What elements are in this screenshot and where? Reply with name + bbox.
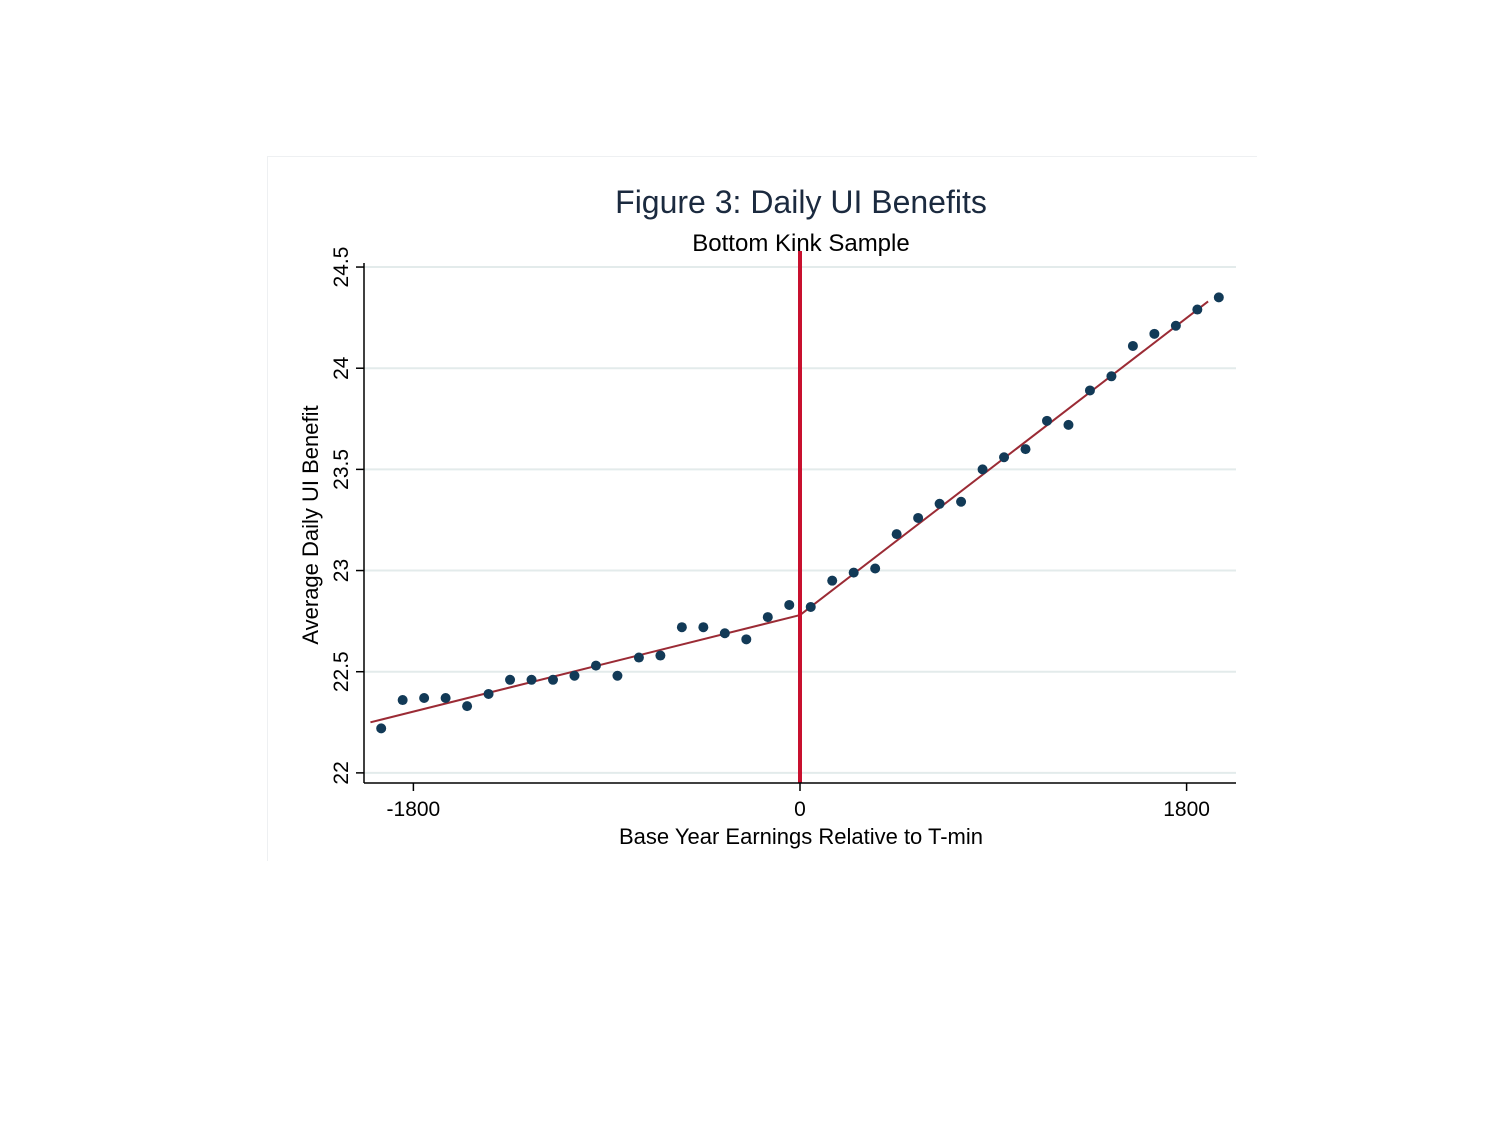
chart: Figure 3: Daily UI Benefits Bottom Kink …: [298, 184, 1236, 849]
y-tick-label-1: 22.5: [330, 651, 353, 692]
tick-labels: 22 22.5 23 23.5 24 24.5 -1800 0 1800: [330, 247, 1210, 821]
data-point-30: [1020, 444, 1031, 455]
data-point-18: [762, 612, 773, 623]
data-point-14: [676, 622, 687, 633]
data-point-11: [612, 670, 623, 681]
fit-lines: [370, 300, 1209, 724]
data-point-16: [719, 628, 730, 639]
data-point-15: [698, 622, 709, 633]
data-point-37: [1170, 320, 1181, 331]
data-point-21: [827, 575, 838, 586]
y-tick-label-0: 22: [330, 761, 353, 784]
data-point-33: [1084, 385, 1095, 396]
figure-panel: Figure 3: Daily UI Benefits Bottom Kink …: [267, 156, 1257, 861]
data-point-12: [633, 652, 644, 663]
data-point-9: [569, 670, 580, 681]
data-point-25: [913, 512, 924, 523]
data-point-29: [999, 452, 1010, 463]
data-point-5: [483, 688, 494, 699]
data-point-24: [891, 529, 902, 540]
data-point-4: [462, 701, 473, 712]
data-point-6: [505, 674, 516, 685]
data-point-17: [741, 634, 752, 645]
y-tick-label-2: 23: [330, 559, 353, 582]
x-tick-label-2: 1800: [1163, 798, 1210, 821]
y-tick-label-4: 24: [330, 356, 353, 380]
data-point-0: [376, 723, 387, 734]
data-point-8: [548, 674, 559, 685]
y-tick-label-3: 23.5: [330, 449, 353, 490]
data-point-20: [805, 601, 816, 612]
data-point-28: [977, 464, 988, 475]
data-point-10: [590, 660, 601, 671]
chart-title: Figure 3: Daily UI Benefits: [615, 184, 987, 220]
data-point-26: [934, 498, 945, 509]
data-points: [376, 292, 1224, 734]
data-point-31: [1041, 415, 1052, 426]
data-point-35: [1127, 340, 1138, 351]
data-point-23: [870, 563, 881, 574]
data-point-32: [1063, 419, 1074, 430]
axes: [356, 263, 1236, 791]
data-point-34: [1106, 371, 1117, 382]
data-point-39: [1213, 292, 1224, 303]
data-point-1: [397, 695, 408, 706]
data-point-38: [1192, 304, 1203, 315]
data-point-27: [956, 496, 967, 507]
data-point-7: [526, 674, 537, 685]
data-point-19: [784, 599, 795, 610]
x-tick-label-1: 0: [794, 798, 806, 821]
x-tick-label-0: -1800: [387, 798, 441, 821]
data-point-22: [848, 567, 859, 578]
data-point-2: [419, 693, 430, 704]
fit-left-line: [370, 614, 801, 724]
data-point-3: [440, 693, 451, 704]
y-axis-title: Average Daily UI Benefit: [298, 405, 323, 644]
data-point-36: [1149, 328, 1160, 339]
y-tick-label-5: 24.5: [330, 247, 353, 288]
x-axis-title: Base Year Earnings Relative to T-min: [619, 824, 983, 849]
data-point-13: [655, 650, 666, 661]
